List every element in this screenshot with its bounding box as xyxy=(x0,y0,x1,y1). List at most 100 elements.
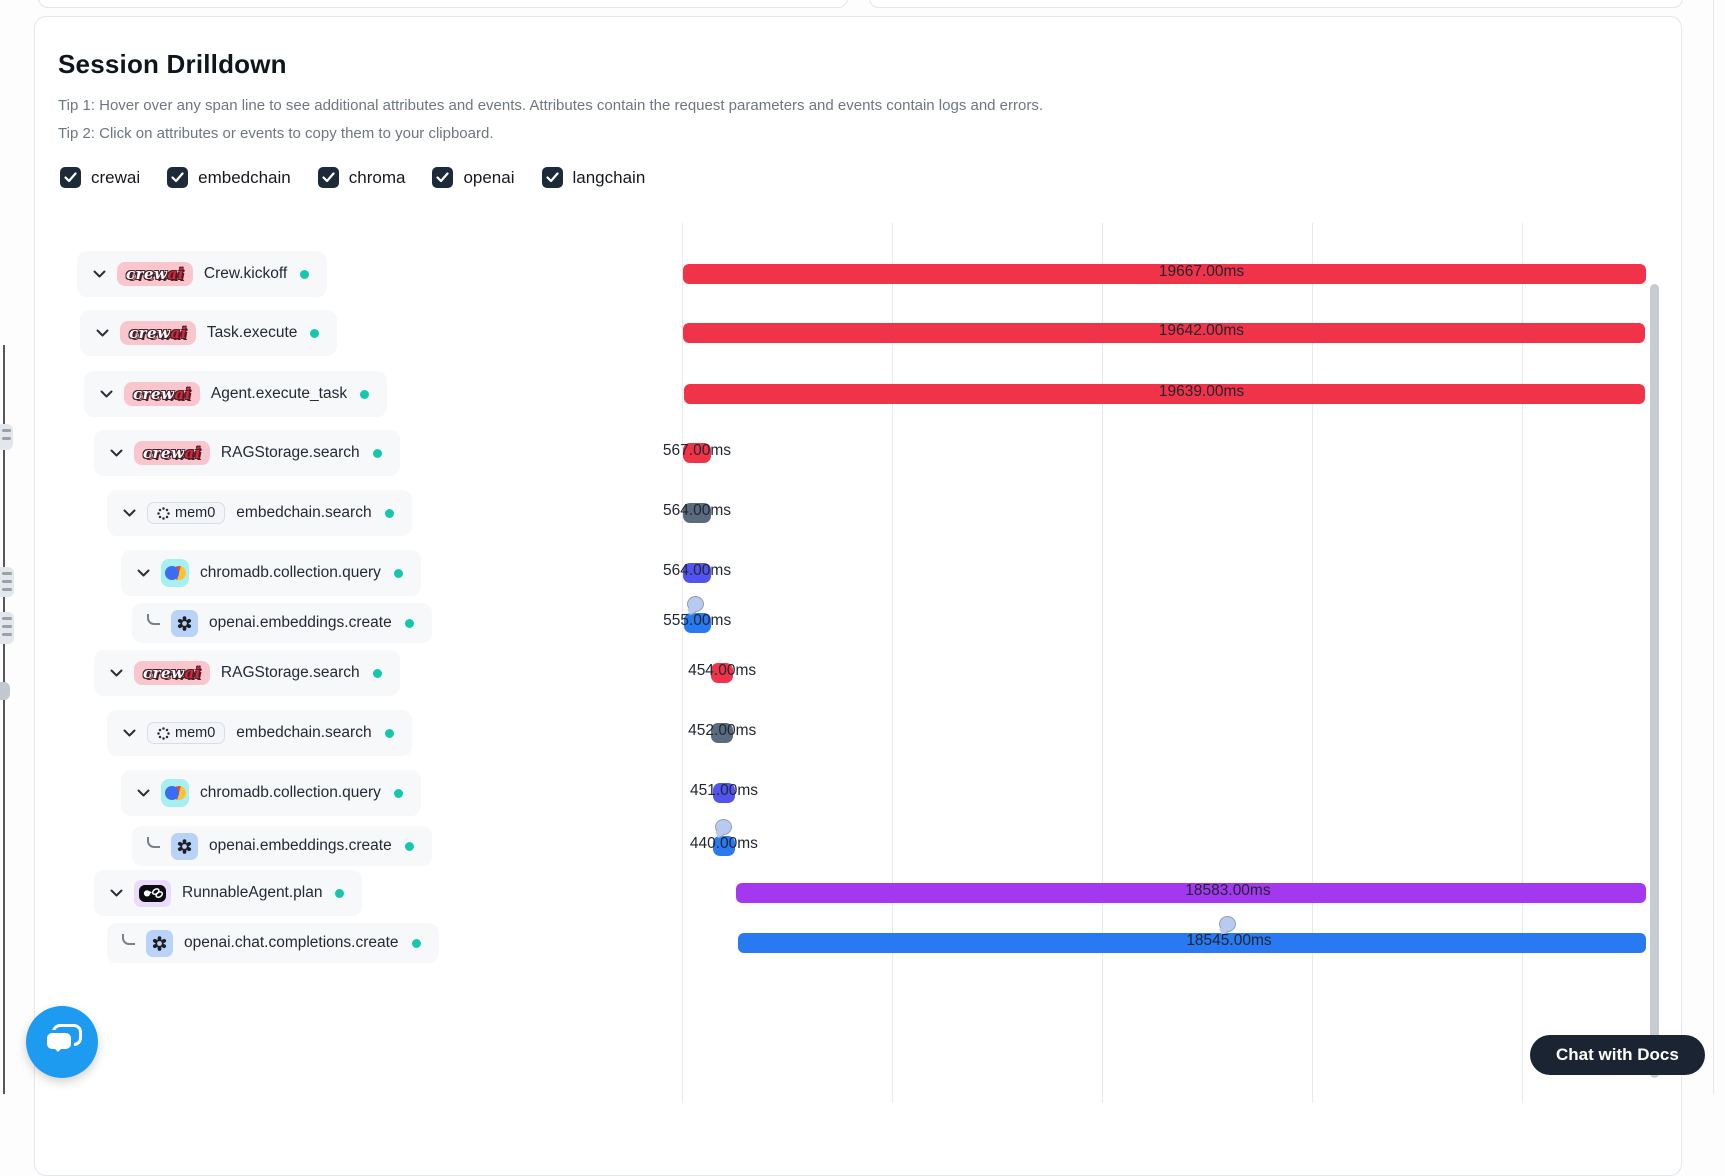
tip-1-text: Tip 1: Hover over any span line to see a… xyxy=(58,97,1044,114)
chevron-down-icon[interactable] xyxy=(136,789,150,797)
span-label-pill[interactable]: chromadb.collection.query xyxy=(121,550,421,596)
status-dot-icon xyxy=(384,508,394,518)
filter-embedchain[interactable]: embedchain xyxy=(167,167,291,188)
checkbox-embedchain[interactable] xyxy=(167,167,189,188)
span-label-pill[interactable]: crew ai Agent.execute_task xyxy=(84,371,388,417)
checkbox-crewai[interactable] xyxy=(60,167,81,188)
span-duration-bar[interactable] xyxy=(713,836,735,856)
chevron-down-icon[interactable] xyxy=(109,449,123,457)
span-name: openai.embeddings.create xyxy=(209,614,392,631)
span-label-pill[interactable]: crew ai RAGStorage.search xyxy=(94,650,400,696)
span-name: Crew.kickoff xyxy=(203,265,288,282)
span-duration-bar[interactable] xyxy=(712,783,736,803)
timeline-gridline xyxy=(1522,223,1523,1103)
library-filter-group: crewai embedchain chroma openai langchain xyxy=(60,167,645,188)
span-name: RAGStorage.search xyxy=(220,664,360,681)
background-edge-line xyxy=(3,345,5,1094)
window-edge-line xyxy=(1713,0,1714,1094)
mem0-mark-icon xyxy=(157,506,170,520)
span-row-Task.execute: crew ai Task.execute 19642.00ms xyxy=(35,310,1681,356)
crewai-logo-icon: crew ai xyxy=(134,441,210,465)
span-label-pill[interactable]: crew ai Task.execute xyxy=(80,310,338,356)
span-row-chromadb.collection.query: chromadb.collection.query 564.00ms xyxy=(35,550,1681,596)
span-label-pill[interactable]: crew ai RAGStorage.search xyxy=(94,430,400,476)
span-label-pill[interactable]: openai.embeddings.create xyxy=(132,603,432,643)
span-duration-label: 564.00ms xyxy=(662,502,732,519)
session-drilldown-panel: Session Drilldown Tip 1: Hover over any … xyxy=(34,16,1682,1176)
chevron-down-icon[interactable] xyxy=(109,889,123,897)
chevron-down-icon[interactable] xyxy=(92,270,106,278)
event-speech-bubble-icon[interactable] xyxy=(714,819,732,835)
crewai-logo-icon: crew ai xyxy=(117,262,193,286)
span-label-pill[interactable]: chromadb.collection.query xyxy=(121,770,421,816)
span-label-pill[interactable]: mem0 embedchain.search xyxy=(107,490,412,536)
span-duration-bar[interactable] xyxy=(683,264,1646,284)
timeline-gridline xyxy=(1102,223,1103,1103)
checkbox-langchain[interactable] xyxy=(541,167,563,188)
span-duration-label: 555.00ms xyxy=(663,612,732,629)
chevron-down-icon[interactable] xyxy=(109,669,123,677)
span-duration-bar[interactable] xyxy=(683,503,711,523)
span-duration-bar[interactable] xyxy=(711,663,734,683)
span-duration-label: 19642.00ms xyxy=(1158,322,1245,339)
mem0-mark-icon xyxy=(157,726,170,740)
span-row-embedchain.search: mem0 embedchain.search 564.00ms xyxy=(35,490,1681,536)
background-artifact xyxy=(0,424,13,450)
span-duration-label: 454.00ms xyxy=(688,662,757,679)
span-duration-bar[interactable] xyxy=(683,563,711,583)
filter-langchain[interactable]: langchain xyxy=(541,167,645,188)
chevron-down-icon[interactable] xyxy=(122,729,136,737)
span-label-pill[interactable]: mem0 embedchain.search xyxy=(107,710,412,756)
filter-crewai[interactable]: crewai xyxy=(60,167,140,188)
span-row-chromadb.collection.query: chromadb.collection.query 451.00ms xyxy=(35,770,1681,816)
event-speech-bubble-icon[interactable] xyxy=(686,596,704,612)
span-name: chromadb.collection.query xyxy=(200,784,381,801)
span-duration-label: 18583.00ms xyxy=(1185,882,1271,899)
tree-corner-connector xyxy=(147,613,160,625)
span-label-pill[interactable]: RunnableAgent.plan xyxy=(94,870,363,916)
status-dot-icon xyxy=(384,728,394,738)
span-duration-bar[interactable] xyxy=(683,384,1646,404)
tree-corner-connector xyxy=(122,933,135,945)
span-duration-bar[interactable] xyxy=(683,323,1646,343)
span-duration-bar[interactable] xyxy=(735,883,1646,903)
status-dot-icon xyxy=(310,328,320,338)
checkbox-openai[interactable] xyxy=(432,167,454,188)
filter-openai[interactable]: openai xyxy=(432,167,515,188)
span-row-openai.chat.completions.create: openai.chat.completions.create 18545.00ms xyxy=(35,916,1681,963)
vertical-scrollbar[interactable] xyxy=(1650,284,1659,1078)
span-duration-bar[interactable] xyxy=(683,613,711,633)
filter-label: crewai xyxy=(91,167,141,187)
tip-2-text: Tip 2: Click on attributes or events to … xyxy=(58,125,494,142)
chat-with-docs-button[interactable]: Chat with Docs xyxy=(1530,1035,1705,1075)
span-name: openai.embeddings.create xyxy=(209,837,392,854)
background-artifact xyxy=(0,682,10,700)
span-label-pill[interactable]: crew ai Crew.kickoff xyxy=(77,251,328,297)
span-duration-bar[interactable] xyxy=(683,443,711,463)
checkbox-chroma[interactable] xyxy=(317,167,339,188)
filter-label: openai xyxy=(463,167,515,187)
span-label-pill[interactable]: openai.embeddings.create xyxy=(132,826,432,866)
span-row-Agent.execute_task: crew ai Agent.execute_task 19639.00ms xyxy=(35,371,1681,417)
filter-chroma[interactable]: chroma xyxy=(317,167,406,188)
span-label-pill[interactable]: openai.chat.completions.create xyxy=(107,923,439,963)
status-dot-icon xyxy=(372,448,382,458)
chroma-logo-icon xyxy=(161,779,189,807)
chat-widget-button[interactable] xyxy=(26,1006,98,1078)
timeline-gridline xyxy=(682,223,683,1103)
span-duration-bar[interactable] xyxy=(737,933,1646,953)
span-row-Crew.kickoff: crew ai Crew.kickoff 19667.00ms xyxy=(35,251,1681,297)
span-duration-label: 567.00ms xyxy=(662,442,732,459)
span-duration-label: 440.00ms xyxy=(689,835,758,852)
event-speech-bubble-icon[interactable] xyxy=(1218,916,1236,932)
chevron-down-icon[interactable] xyxy=(136,569,150,577)
crewai-logo-icon: crew ai xyxy=(120,321,196,345)
filter-label: chroma xyxy=(348,167,406,187)
langchain-logo-icon xyxy=(134,879,171,907)
chevron-down-icon[interactable] xyxy=(122,509,136,517)
chevron-down-icon[interactable] xyxy=(99,390,113,398)
span-name: RAGStorage.search xyxy=(220,444,360,461)
span-duration-bar[interactable] xyxy=(711,723,734,743)
background-artifact xyxy=(0,612,14,644)
chevron-down-icon[interactable] xyxy=(95,329,109,337)
